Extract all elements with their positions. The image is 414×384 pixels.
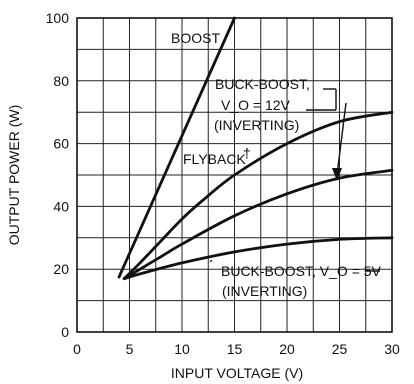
x-tick-label: 30 bbox=[384, 341, 400, 357]
annot-flyback: FLYBACK bbox=[183, 151, 246, 167]
x-tick-label: 15 bbox=[227, 341, 243, 357]
x-tick-label: 10 bbox=[174, 341, 190, 357]
series-line-3 bbox=[122, 168, 394, 281]
series-line-1 bbox=[117, 16, 236, 279]
y-tick-label: 40 bbox=[53, 198, 69, 214]
y-axis-title: OUTPUT POWER (W) bbox=[6, 105, 22, 246]
annot-bb5-line1: BUCK-BOOST, V_O = 5V bbox=[221, 263, 382, 279]
annot-flyback-dagger: † bbox=[243, 145, 251, 161]
x-tick-label: 20 bbox=[279, 341, 295, 357]
plot-frame bbox=[76, 17, 393, 333]
leader-bb5-tick bbox=[209, 259, 213, 263]
y-tick-label: 100 bbox=[46, 10, 70, 26]
y-tick-label: 0 bbox=[61, 324, 69, 340]
annotations: BOOST BUCK-BOOST, V_O = 12V (INVERTING) … bbox=[171, 30, 382, 299]
x-tick-label: 0 bbox=[73, 341, 81, 357]
series-group bbox=[117, 16, 394, 281]
annot-bb12-line3: (INVERTING) bbox=[214, 117, 299, 133]
x-axis-title: INPUT VOLTAGE (V) bbox=[171, 365, 303, 381]
annot-bb12-line2: V_O = 12V bbox=[221, 97, 291, 113]
y-tick-label: 60 bbox=[53, 136, 69, 152]
axes bbox=[76, 17, 393, 333]
series-line-4 bbox=[122, 236, 394, 281]
y-tick-label: 80 bbox=[53, 73, 69, 89]
y-tick-label: 20 bbox=[53, 261, 69, 277]
leader-bb12-arrow-shaft bbox=[336, 102, 347, 176]
annotation-leaders bbox=[209, 88, 380, 272]
annot-bb12-line2-text: V_O = 12V bbox=[221, 97, 291, 113]
series-line-2 bbox=[122, 110, 394, 281]
x-tick-label: 25 bbox=[332, 341, 348, 357]
x-tick-label: 5 bbox=[126, 341, 134, 357]
annot-bb5-line2: (INVERTING) bbox=[222, 283, 307, 299]
annot-bb12-line1: BUCK-BOOST, bbox=[215, 76, 310, 92]
leader-bb12-arrowhead bbox=[332, 168, 342, 181]
tick-labels: 0 5 10 15 20 25 30 0 20 40 60 80 100 bbox=[46, 10, 400, 357]
annot-boost: BOOST bbox=[171, 30, 220, 46]
